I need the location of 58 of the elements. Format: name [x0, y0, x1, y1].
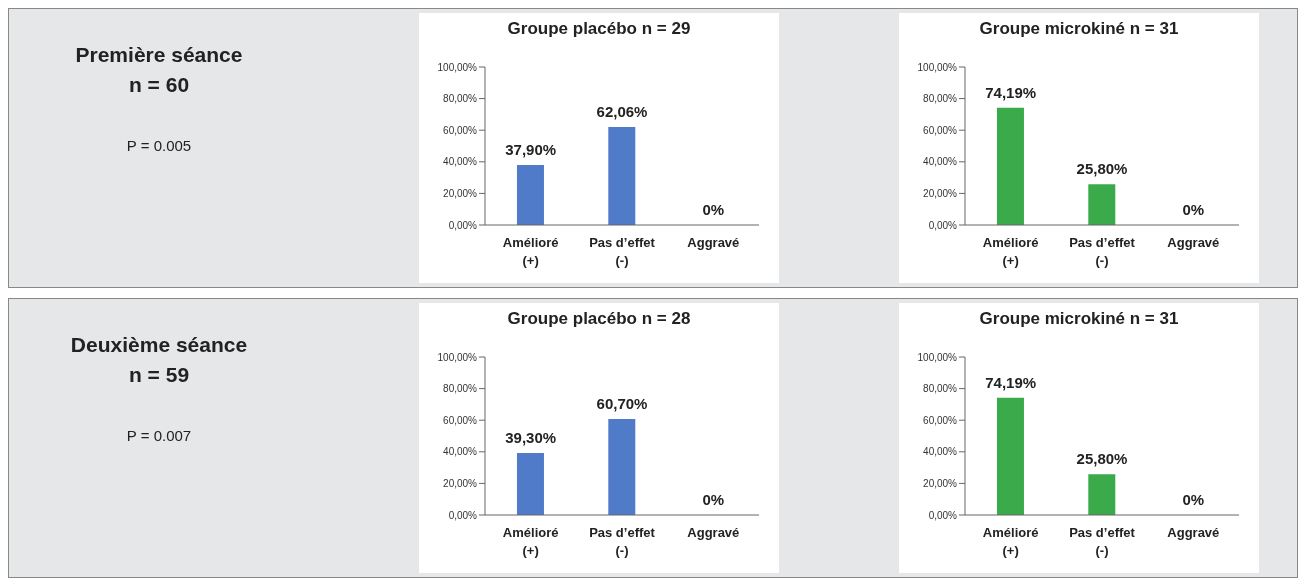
y-tick-label: 60,00%	[443, 124, 478, 136]
chart-title: Groupe placébo n = 29	[506, 18, 692, 39]
data-label: 74,19%	[985, 83, 1037, 101]
x-tick-label: Amélioré (+)	[982, 235, 1039, 268]
x-tick-label: Aggravé	[1167, 525, 1220, 540]
y-tick-label: 0,00%	[928, 509, 958, 521]
data-label: 25,80%	[1076, 450, 1128, 468]
y-tick-label: 60,00%	[923, 414, 958, 426]
x-tick-label: Amélioré (+)	[982, 525, 1039, 558]
x-tick-label: Amélioré (+)	[502, 525, 559, 558]
chart-title: Groupe microkiné n = 31	[978, 308, 1180, 329]
data-label: 0%	[702, 201, 725, 218]
data-label: 37,90%	[505, 141, 557, 159]
y-tick-label: 0,00%	[448, 219, 478, 231]
x-tick-label: Pas d’effet (-)	[589, 235, 656, 268]
data-label: 60,70%	[596, 395, 648, 413]
y-tick-label: 20,00%	[923, 187, 958, 199]
x-tick-label: Pas d’effet (-)	[1069, 525, 1136, 558]
chart-title: Groupe microkiné n = 31	[978, 18, 1180, 39]
y-tick-label: 80,00%	[443, 93, 478, 105]
y-tick-label: 100,00%	[437, 61, 478, 73]
y-tick-label: 20,00%	[923, 477, 958, 489]
text: P = 0.005	[125, 137, 193, 154]
x-tick-label: Amélioré (+)	[502, 235, 559, 268]
y-tick-label: 100,00%	[917, 61, 958, 73]
data-label: 62,06%	[596, 102, 648, 120]
x-tick-label: Aggravé	[1167, 235, 1220, 250]
x-tick-label: Aggravé	[687, 525, 740, 540]
y-tick-label: 40,00%	[443, 446, 478, 458]
text: Deuxième séance	[69, 333, 249, 357]
y-tick-label: 60,00%	[923, 124, 958, 136]
y-tick-label: 100,00%	[917, 351, 958, 363]
x-tick-label: Pas d’effet (-)	[589, 525, 656, 558]
y-tick-label: 80,00%	[923, 383, 958, 395]
data-label: 25,80%	[1076, 160, 1128, 178]
x-tick-label: Pas d’effet (-)	[1069, 235, 1136, 268]
text: n = 60	[127, 73, 191, 97]
y-tick-label: 0,00%	[448, 509, 478, 521]
chart-title: Groupe placébo n = 28	[506, 308, 692, 329]
text: n = 59	[127, 363, 191, 387]
y-tick-label: 40,00%	[923, 156, 958, 168]
data-label: 0%	[1182, 201, 1205, 218]
x-tick-label: Aggravé	[687, 235, 740, 250]
y-tick-label: 0,00%	[928, 219, 958, 231]
y-tick-label: 80,00%	[923, 93, 958, 105]
y-tick-label: 20,00%	[443, 187, 478, 199]
y-tick-label: 40,00%	[923, 446, 958, 458]
y-tick-label: 20,00%	[443, 477, 478, 489]
y-tick-label: 60,00%	[443, 414, 478, 426]
y-tick-label: 40,00%	[443, 156, 478, 168]
data-label: 39,30%	[505, 428, 557, 446]
data-label: 0%	[1182, 491, 1205, 508]
y-tick-label: 100,00%	[437, 351, 478, 363]
data-label: 74,19%	[985, 373, 1037, 391]
y-tick-label: 80,00%	[443, 383, 478, 395]
text: P = 0.007	[125, 427, 193, 444]
data-label: 0%	[702, 491, 725, 508]
text: Première séance	[74, 43, 244, 67]
